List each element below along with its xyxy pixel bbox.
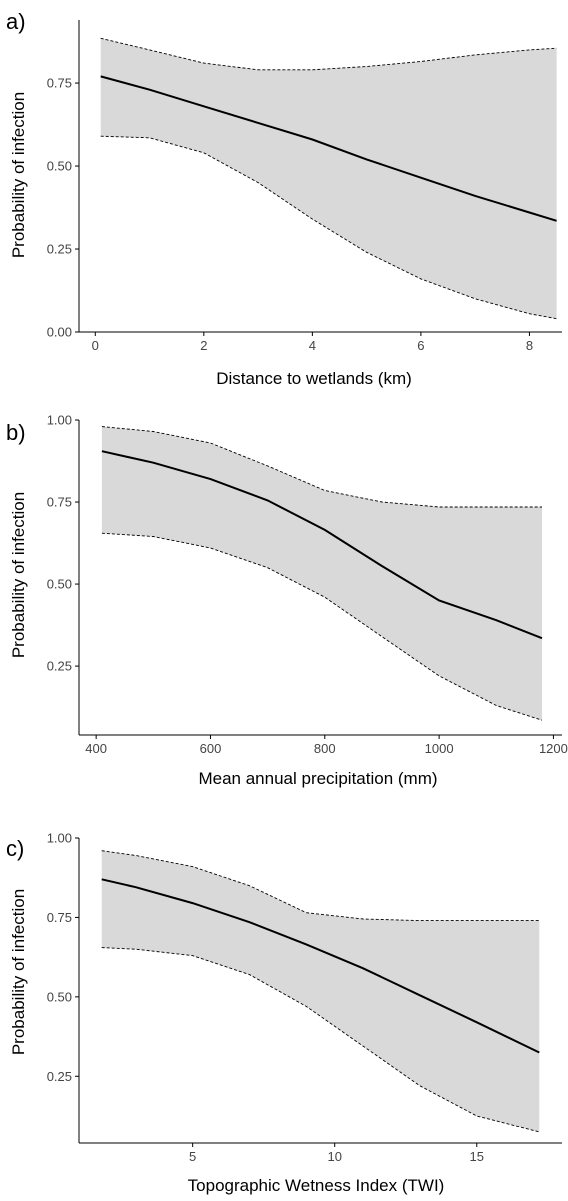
y-tick-label: 0.75 bbox=[47, 76, 72, 91]
y-tick-label: 0.75 bbox=[47, 910, 72, 925]
fitted-line bbox=[100, 75, 557, 222]
x-axis-label: Distance to wetlands (km) bbox=[216, 369, 412, 388]
y-axis-label: Probability of infection bbox=[9, 492, 28, 658]
panel-a: a) Probability of infection Distance to … bbox=[6, 9, 562, 388]
x-tick-label: 1000 bbox=[425, 741, 454, 756]
y-tick-label: 0.25 bbox=[47, 659, 72, 674]
panel-label: b) bbox=[6, 420, 26, 445]
x-axis-label: Mean annual precipitation (mm) bbox=[198, 769, 437, 788]
y-tick-label: 0.75 bbox=[47, 495, 72, 510]
fitted-line bbox=[101, 450, 543, 640]
x-tick-label: 600 bbox=[200, 741, 222, 756]
y-tick-label: 0.50 bbox=[47, 577, 72, 592]
y-tick-label: 0.25 bbox=[47, 242, 72, 257]
x-tick-label: 15 bbox=[470, 1149, 484, 1164]
x-tick-label: 1200 bbox=[539, 741, 568, 756]
x-tick-label: 6 bbox=[417, 338, 424, 353]
y-tick-label: 1.00 bbox=[47, 413, 72, 428]
x-tick-label: 8 bbox=[526, 338, 533, 353]
lower-ci-line bbox=[101, 532, 543, 721]
confidence-band bbox=[100, 38, 557, 319]
x-tick-label: 400 bbox=[85, 741, 107, 756]
x-tick-label: 2 bbox=[200, 338, 207, 353]
y-axis-label: Probability of infection bbox=[9, 889, 28, 1055]
x-axis-label: Topographic Wetness Index (TWI) bbox=[188, 1176, 445, 1195]
y-axis-label: Probability of infection bbox=[9, 92, 28, 258]
y-tick-label: 0.25 bbox=[47, 1069, 72, 1084]
confidence-band bbox=[101, 426, 543, 721]
upper-ci-line bbox=[101, 426, 542, 508]
y-tick-label: 1.00 bbox=[47, 831, 72, 846]
fitted-line bbox=[101, 878, 540, 1054]
upper-ci-line bbox=[101, 850, 540, 922]
upper-ci-line bbox=[100, 37, 557, 71]
y-tick-label: 0.50 bbox=[47, 159, 72, 174]
panel-label: c) bbox=[6, 836, 24, 861]
x-tick-label: 4 bbox=[309, 338, 316, 353]
panel-c: c) Probability of infection Topographic … bbox=[6, 831, 562, 1195]
panel-b: b) Probability of infection Mean annual … bbox=[6, 413, 568, 789]
x-tick-label: 0 bbox=[92, 338, 99, 353]
x-tick-label: 5 bbox=[189, 1149, 196, 1164]
confidence-band bbox=[101, 850, 540, 1132]
y-tick-label: 0.50 bbox=[47, 989, 72, 1004]
lower-ci-line bbox=[101, 947, 540, 1133]
x-tick-label: 800 bbox=[314, 741, 336, 756]
panel-label: a) bbox=[6, 9, 26, 34]
lower-ci-line bbox=[100, 135, 557, 320]
x-tick-label: 10 bbox=[327, 1149, 341, 1164]
y-tick-label: 0.00 bbox=[47, 325, 72, 340]
